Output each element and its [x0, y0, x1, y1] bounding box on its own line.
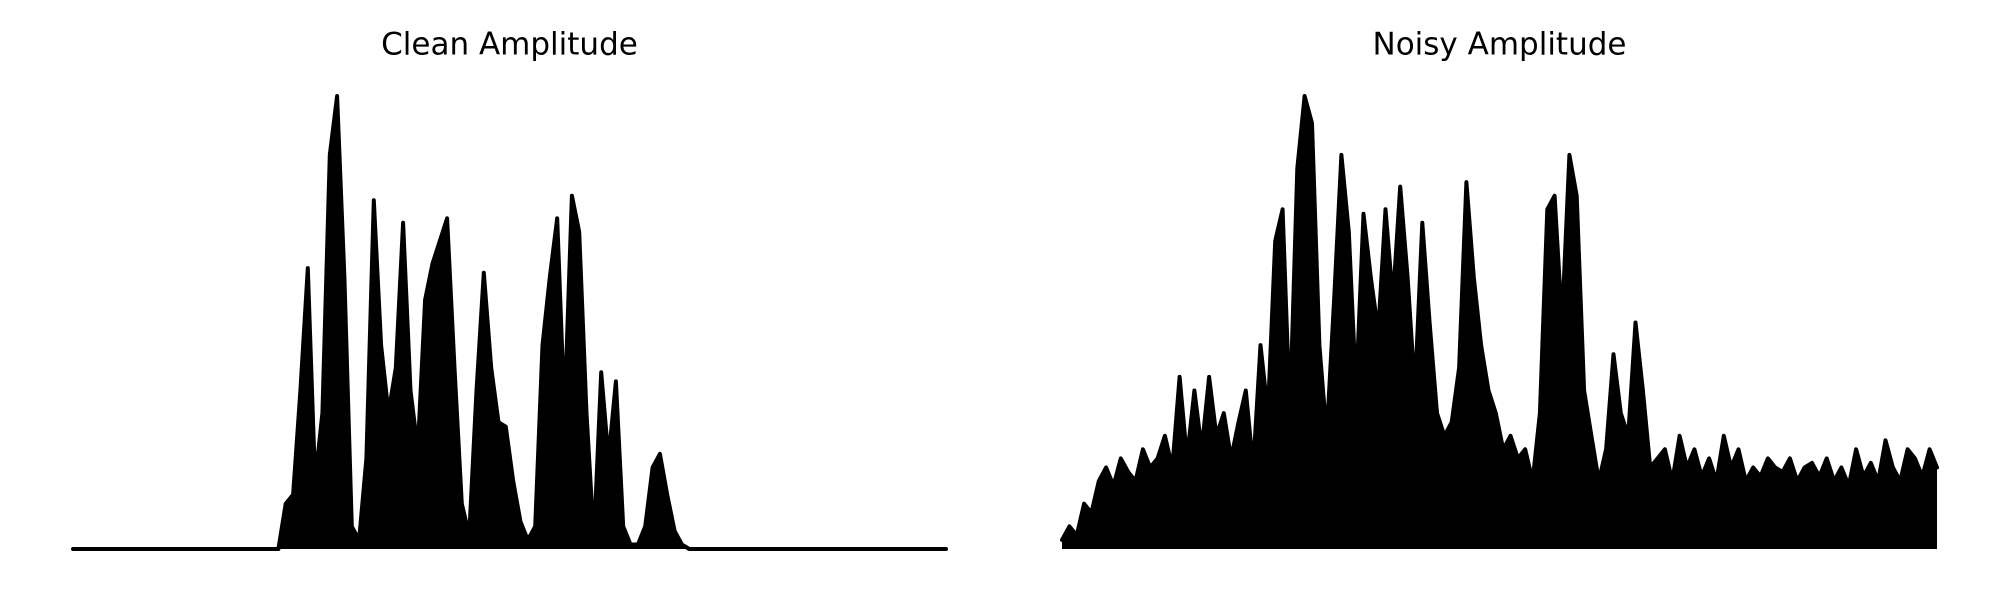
chart-title: Clean Amplitude — [381, 27, 638, 63]
amplitude-fill — [73, 96, 946, 549]
amplitude-fill — [1062, 96, 1937, 549]
amplitude-line — [1060, 94, 1939, 542]
chart-title: Noisy Amplitude — [1373, 27, 1627, 63]
amplitude-line — [71, 94, 948, 551]
